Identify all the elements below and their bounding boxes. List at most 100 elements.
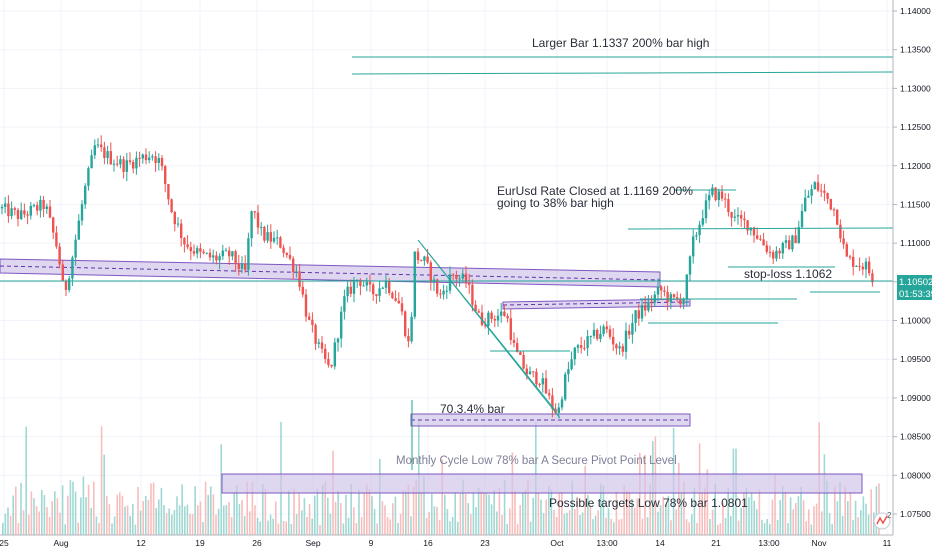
tags: 1.10502 01:53:39 — [897, 275, 932, 300]
candle-body — [144, 154, 148, 161]
candle-body — [68, 278, 71, 290]
volume-bar — [587, 494, 589, 535]
volume-bar — [191, 514, 194, 535]
candle-body — [557, 407, 560, 413]
volume-bar — [826, 480, 828, 535]
price-tick-label: 1.12500 — [900, 122, 931, 132]
candle — [480, 304, 484, 327]
price-tick-label: 1.14000 — [900, 6, 931, 16]
volume-bar — [446, 509, 449, 535]
volume-bar — [644, 454, 646, 535]
volume-bar — [303, 498, 306, 535]
volume-bar — [522, 492, 524, 535]
candle — [144, 148, 148, 165]
volume-bar — [808, 509, 810, 535]
candle — [471, 279, 474, 312]
candle — [557, 402, 560, 419]
candle — [151, 153, 154, 161]
candle — [282, 244, 285, 258]
volume-bar — [184, 506, 186, 535]
larger-bar-label: Larger Bar 1.1337 200% bar high — [532, 36, 709, 50]
volume-bar — [501, 515, 503, 535]
volume-bar — [233, 492, 235, 535]
candle-body — [544, 378, 548, 394]
candle-body — [29, 205, 32, 216]
tradingview-logo-icon[interactable]: 2 — [873, 511, 892, 530]
volume-bar — [514, 490, 516, 535]
volume-bar — [792, 509, 794, 535]
candle — [199, 243, 202, 259]
candle-body — [20, 210, 23, 220]
candle — [247, 232, 250, 276]
candle-body — [496, 315, 500, 321]
volume-bar — [685, 519, 688, 535]
volume-bar — [311, 518, 313, 535]
time-tick-label: 25 — [0, 538, 9, 548]
volume-bar — [290, 524, 293, 535]
candle-body — [608, 329, 612, 337]
candle — [378, 280, 381, 303]
candle — [656, 278, 660, 302]
time-tick-label: 13:00 — [758, 538, 780, 548]
volume-bar — [215, 514, 217, 535]
candle-body — [295, 271, 298, 273]
candle — [420, 259, 423, 262]
price-tick-label: 1.11000 — [900, 238, 930, 248]
volume-bar — [124, 506, 126, 535]
volume-bar — [433, 506, 436, 535]
candle — [295, 265, 298, 278]
candle-body — [736, 215, 740, 217]
volume-bar — [758, 489, 761, 535]
volume-bar — [592, 519, 594, 535]
candle-body — [500, 311, 503, 316]
candle-body — [375, 294, 378, 296]
candle — [442, 284, 445, 300]
volume-bar — [506, 523, 508, 535]
candle-body — [122, 159, 125, 172]
volume-bar — [243, 516, 246, 535]
candle — [404, 310, 407, 338]
candle-body — [525, 368, 528, 375]
candle-body — [436, 279, 439, 294]
volume-bar — [828, 513, 831, 535]
volume-bar — [160, 487, 163, 535]
candle — [612, 328, 615, 352]
volume-bar — [87, 484, 90, 535]
volume-bar — [610, 518, 612, 535]
candle — [695, 231, 698, 241]
candle — [746, 220, 749, 235]
candle-body — [704, 200, 708, 219]
volume-bar — [467, 503, 469, 535]
candle — [804, 189, 807, 213]
volume-bar — [745, 488, 748, 535]
volume-bar — [56, 498, 59, 535]
candle-body — [336, 338, 340, 343]
candle-body — [368, 281, 372, 285]
price-axis[interactable]: 1.14000 1.13500 1.13000 1.12500 1.12000 1.115… — [892, 0, 931, 535]
candle-body — [285, 252, 288, 255]
volume-bar — [503, 480, 506, 535]
volume-bar — [498, 487, 501, 535]
candle-body — [724, 198, 727, 200]
candle-body — [240, 263, 244, 269]
candle — [205, 252, 208, 255]
volume-bar — [9, 515, 12, 535]
candle-body — [599, 333, 602, 339]
candle-body — [186, 244, 189, 248]
volume-bar — [7, 507, 9, 535]
candle — [0, 204, 4, 215]
volume-bar — [337, 490, 339, 535]
candle-body — [119, 159, 122, 165]
volume-bar — [275, 501, 277, 535]
volume-bar — [480, 491, 482, 535]
volume-bar — [392, 503, 394, 535]
volume-bar — [108, 504, 111, 535]
time-axis[interactable]: 25 Aug 12 19 26 Sep 9 16 23 Oct 13:00 14 21 13:00 Nov 1… — [0, 534, 893, 548]
volume-bar — [412, 486, 415, 535]
candle-body — [612, 336, 615, 345]
candle-body — [266, 232, 269, 241]
volume-bar — [119, 492, 121, 535]
candle-body — [756, 235, 759, 239]
candle-body — [423, 256, 426, 261]
